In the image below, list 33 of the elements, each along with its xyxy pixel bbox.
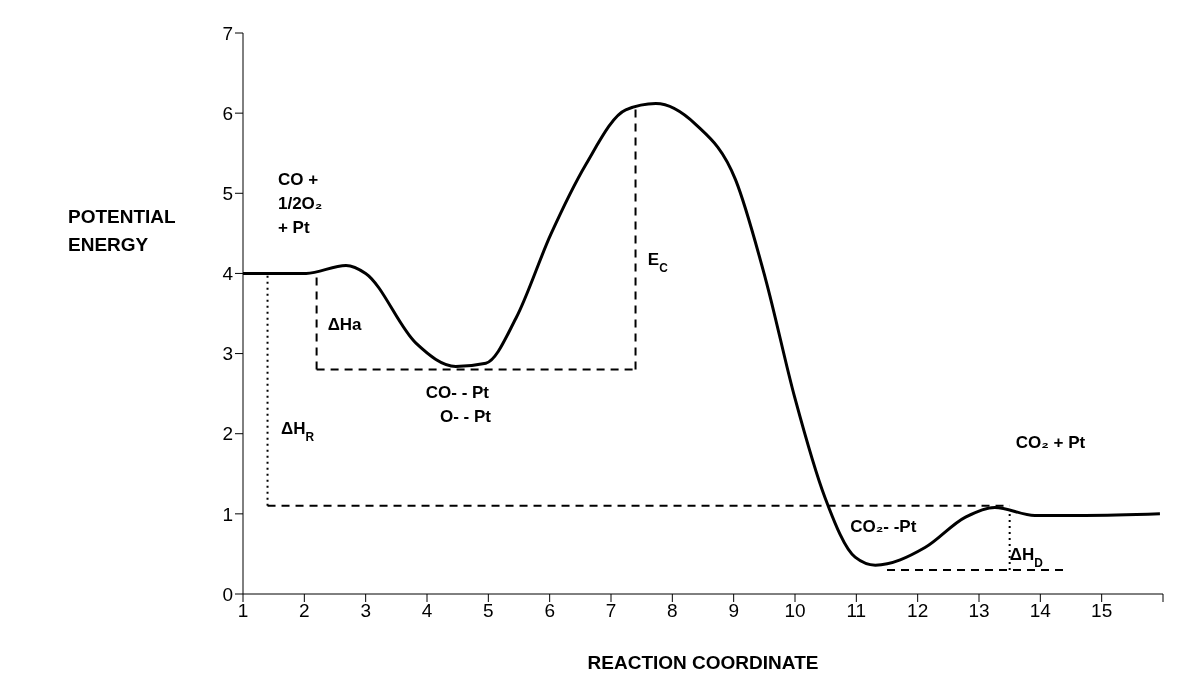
x-tick-label: 12 xyxy=(907,600,929,622)
y-tick-label: 7 xyxy=(222,22,233,44)
annotation: CO + 1/2O₂ + Pt xyxy=(277,170,323,238)
x-tick-label: 7 xyxy=(605,600,617,622)
x-tick-label: 6 xyxy=(544,600,555,622)
x-tick-label: 10 xyxy=(784,600,806,622)
y-axis-title: POTENTIAL ENERGY xyxy=(68,205,176,257)
annotation: ΔH$_{D}$ xyxy=(1009,545,1044,571)
x-tick-label: 3 xyxy=(360,600,371,622)
x-axis-title: REACTION COORDINATE xyxy=(587,652,819,673)
x-tick-label: 1 xyxy=(237,600,249,622)
y-tick-label: 5 xyxy=(222,183,233,205)
y-tick-label: 3 xyxy=(222,343,233,365)
x-tick-label: 15 xyxy=(1091,600,1113,622)
annotation: CO- - Pt O- - Pt xyxy=(425,382,492,426)
y-tick-label: 0 xyxy=(222,583,233,605)
y-tick-label: 1 xyxy=(222,503,233,525)
x-tick-label: 14 xyxy=(1029,600,1052,622)
x-tick-label: 11 xyxy=(846,600,867,622)
y-tick-label: 6 xyxy=(222,102,233,124)
x-tick-label: 2 xyxy=(299,600,310,622)
annotation: CO₂ + Pt xyxy=(1015,433,1086,453)
y-tick-label: 4 xyxy=(222,263,234,285)
annotation: ΔHa xyxy=(327,314,363,334)
annotation: CO₂- -Pt xyxy=(850,517,917,537)
x-tick-label: 4 xyxy=(421,600,433,622)
annotation: ΔH$_{R}$ xyxy=(281,418,315,444)
x-tick-label: 13 xyxy=(968,600,990,622)
annotation: E$_{C}$ xyxy=(647,250,669,276)
x-tick-label: 9 xyxy=(728,600,739,622)
x-tick-label: 5 xyxy=(483,600,494,622)
x-tick-label: 8 xyxy=(667,600,678,622)
y-tick-label: 2 xyxy=(222,423,233,445)
